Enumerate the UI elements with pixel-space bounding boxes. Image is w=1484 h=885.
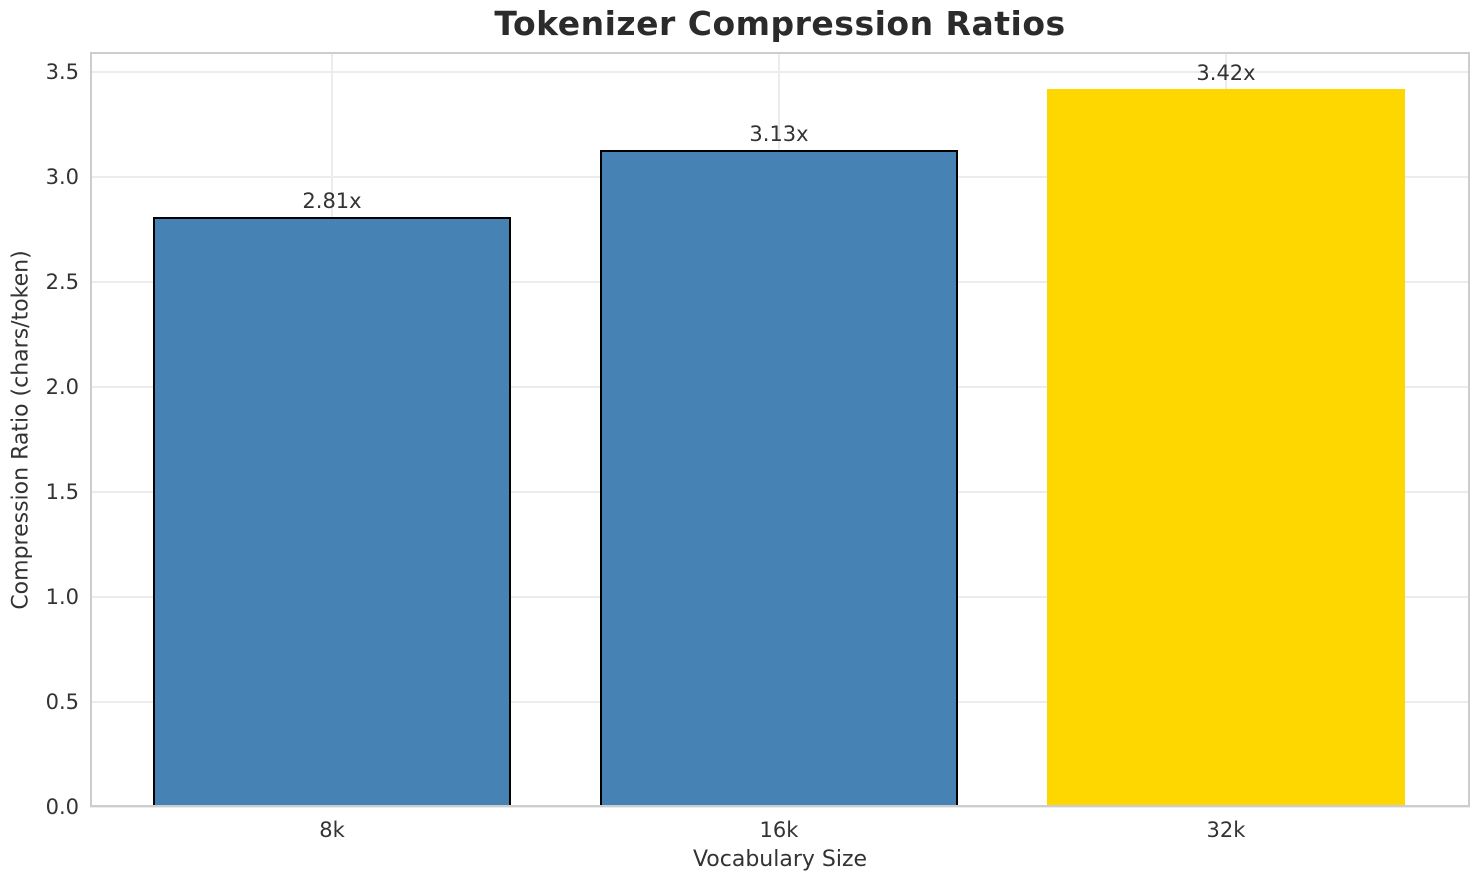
bar-value-label: 3.42x [1196,60,1256,85]
x-tick-label: 32k [1206,818,1246,842]
bar-value-label: 2.81x [302,188,362,213]
y-axis-label: Compression Ratio (chars/token) [8,250,34,610]
plot-area: 2.81x 3.13x 3.42x [90,52,1470,808]
h-gridline [90,806,1470,808]
chart-title: Tokenizer Compression Ratios [494,4,1066,43]
y-tick-label: 0.5 [45,690,79,714]
x-axis-label: Vocabulary Size [692,847,868,872]
y-tick-label: 0.0 [45,795,79,819]
bar-value-label: 3.13x [749,121,809,146]
bar-8k [153,216,511,807]
bar-32k [1047,88,1405,807]
bar-16k [600,149,958,807]
x-tick-label: 8k [319,818,345,842]
y-tick-label: 2.0 [45,375,79,399]
y-tick-label: 3.5 [45,60,79,84]
x-tick-label: 16k [759,818,799,842]
h-gridline [90,71,1470,73]
y-tick-label: 1.0 [45,585,79,609]
y-tick-label: 2.5 [45,270,79,294]
y-tick-label: 3.0 [45,165,79,189]
y-tick-label: 1.5 [45,480,79,504]
